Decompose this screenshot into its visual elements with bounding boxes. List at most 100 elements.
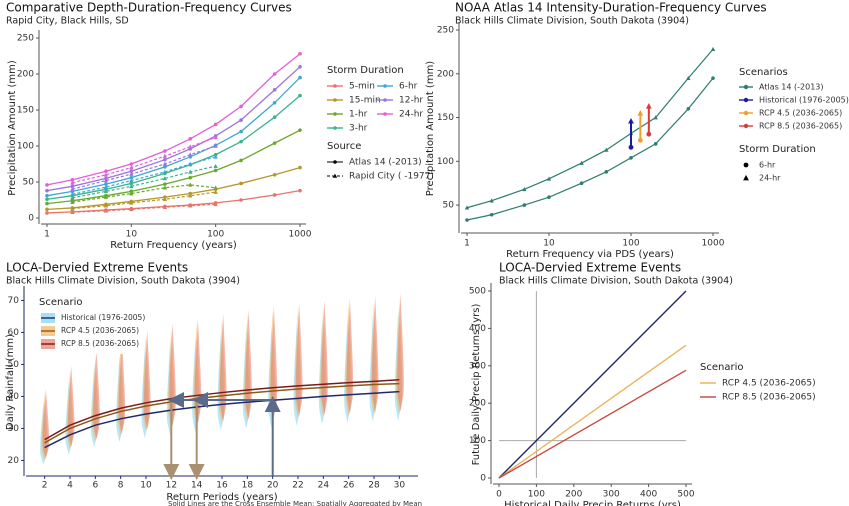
legend-title: Storm Duration: [739, 144, 816, 155]
marker-triangle: [129, 207, 134, 212]
x-tick-label: 0: [496, 490, 502, 500]
x-tick-label: 24: [318, 481, 330, 491]
x-tick-label: 100: [207, 230, 224, 240]
series-line: [46, 53, 301, 186]
y-tick-label: 20: [8, 456, 20, 466]
marker-triangle: [213, 143, 218, 148]
x-tick-label: 26: [343, 481, 355, 491]
marker-triangle: [70, 191, 75, 197]
marker-circle: [646, 131, 652, 137]
marker-circle: [129, 181, 134, 186]
marker-circle: [239, 158, 243, 163]
marker-circle: [163, 182, 167, 186]
marker-circle: [239, 118, 243, 122]
legend-label: 3-hr: [349, 124, 368, 134]
y-tick-label: 40: [8, 392, 20, 402]
marker-triangle: [162, 204, 168, 209]
series-line: [46, 66, 301, 192]
violin: [118, 338, 126, 434]
marker-circle: [45, 183, 49, 187]
y-axis-title: Daily Rainfall (mm): [5, 334, 16, 430]
marker-triangle: [579, 160, 584, 165]
y-tick-label: 200: [17, 70, 34, 80]
marker-circle: [272, 88, 277, 92]
marker-circle: [45, 197, 49, 202]
marker-circle: [45, 188, 49, 193]
marker-circle: [272, 141, 277, 145]
x-tick-label: 100: [622, 239, 639, 249]
marker-circle: [489, 212, 494, 217]
marker-triangle: [70, 186, 75, 191]
marker-triangle: [129, 178, 134, 183]
marker-circle: [653, 142, 658, 146]
marker-triangle: [213, 135, 218, 140]
series-line: [46, 95, 301, 200]
y-tick-label: 100: [469, 436, 486, 446]
marker-circle: [239, 104, 243, 109]
chart-subtitle: Rapid City, Black Hills, SD: [6, 16, 129, 27]
legend-label: 24-hr: [759, 174, 781, 183]
marker-circle: [383, 84, 387, 88]
legend-label: Atlas 14 (-2013): [349, 158, 422, 168]
marker-circle: [333, 112, 337, 116]
marker-triangle: [464, 205, 470, 210]
x-tick-label: 100: [528, 490, 545, 500]
marker-circle: [743, 84, 749, 90]
series-line: [46, 77, 301, 197]
marker-triangle: [70, 195, 75, 200]
legend-label: RCP 8.5 (2036-2065): [61, 339, 139, 348]
marker-triangle: [213, 185, 218, 190]
mean-line: [44, 390, 400, 449]
legend-label: 15-min: [349, 96, 381, 106]
marker-triangle: [686, 75, 691, 80]
marker-triangle: [546, 176, 552, 181]
marker-triangle: [188, 144, 193, 149]
legend-label: RCP 8.5 (2036-2065): [722, 393, 816, 403]
marker-triangle: [213, 189, 218, 194]
x-tick-label: 1000: [702, 239, 725, 249]
marker-circle: [272, 193, 277, 197]
marker-circle: [383, 112, 387, 116]
y-tick-label: 500: [469, 287, 486, 297]
x-tick-label: 1: [44, 230, 50, 240]
marker-circle: [333, 126, 337, 130]
x-tick-label: 14: [191, 481, 203, 491]
marker-circle: [743, 123, 749, 129]
footnote: Solid Lines are the Cross Ensemble Mean;…: [168, 500, 422, 506]
marker-circle: [298, 165, 302, 170]
x-tick-label: 28: [368, 481, 380, 491]
y-tick-label: 300: [469, 361, 486, 371]
marker-triangle: [162, 169, 168, 174]
marker-triangle: [645, 103, 652, 109]
marker-triangle: [70, 180, 75, 185]
legend-title: Storm Duration: [327, 65, 404, 76]
x-tick-label: 30: [394, 481, 406, 491]
y-tick-label: 30: [8, 424, 20, 434]
x-tick-label: 300: [603, 490, 620, 500]
series-line: [46, 189, 301, 214]
marker-circle: [743, 162, 749, 168]
violin: [371, 295, 379, 413]
marker-triangle: [332, 173, 338, 178]
legend-title: Scenario: [39, 297, 82, 308]
violin: [270, 305, 278, 418]
marker-circle: [129, 162, 134, 166]
marker-circle: [333, 98, 337, 102]
marker-circle: [239, 181, 243, 186]
marker-triangle: [162, 196, 168, 202]
legend-label: RCP 4.5 (2036-2065): [759, 109, 842, 118]
marker-circle: [213, 168, 218, 173]
y-tick-label: 0: [480, 474, 486, 484]
y-tick-label: 70: [8, 296, 20, 306]
violin: [321, 300, 328, 416]
marker-circle: [298, 188, 302, 193]
y-tick-label: 100: [437, 157, 454, 167]
marker-triangle: [103, 184, 109, 189]
marker-circle: [522, 203, 527, 207]
x-tick-label: 200: [565, 490, 582, 500]
series-line: [498, 344, 687, 479]
y-tick-label: 250: [437, 26, 454, 36]
marker-circle: [188, 175, 193, 180]
x-tick-label: 20: [267, 481, 279, 491]
